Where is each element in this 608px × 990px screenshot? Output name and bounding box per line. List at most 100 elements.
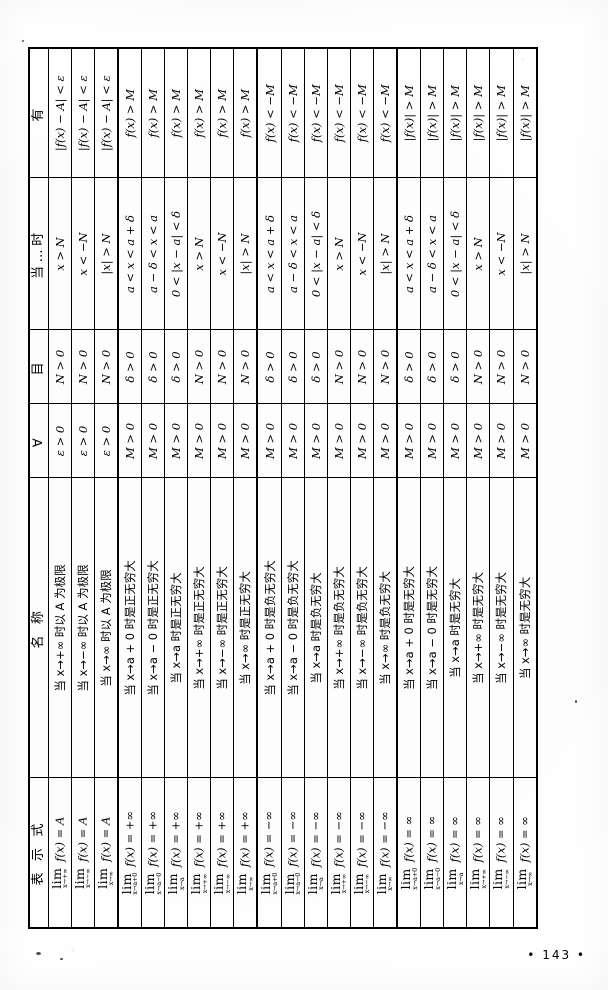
lim-body: f(x) = −∞ <box>354 811 369 868</box>
cell-when: 0 < |x − a| < δ <box>443 178 467 330</box>
cell-expression: lim x→a−0 f(x) = ∞ <box>420 778 444 928</box>
lim-body: f(x) = −∞ <box>262 810 277 867</box>
cell-expression: lim x→∞ f(x) = +∞ <box>233 778 258 928</box>
cell-forall: M > 0 <box>304 404 328 478</box>
scan-speck <box>60 958 63 960</box>
cell-exists: N > 0 <box>48 330 72 404</box>
lim-subscript: x→+∞ <box>200 873 209 894</box>
cell-when: |x| > N <box>513 178 537 330</box>
cell-forall: M > 0 <box>373 404 398 478</box>
cell-exists: N > 0 <box>327 330 351 404</box>
cell-exists: N > 0 <box>373 330 398 404</box>
cell-have: |f(x) − A| < ε <box>71 48 95 178</box>
header-have: 有 <box>29 48 49 178</box>
lim-body: f(x) = −∞ <box>285 810 300 867</box>
cell-when: x < −N <box>489 178 514 330</box>
cell-exists: δ > 0 <box>281 330 305 404</box>
lim-body: f(x) = A <box>75 816 90 862</box>
lim-body: f(x) = +∞ <box>191 811 206 868</box>
page-number: • 143 • <box>527 948 586 962</box>
cell-exists: N > 0 <box>233 330 258 404</box>
cell-when: 0 < |x − a| < δ <box>304 178 328 330</box>
limit-operator: lim x→−∞ <box>72 866 93 889</box>
header-name: 名 称 <box>29 478 49 778</box>
cell-have: |f(x)| > M <box>466 48 490 178</box>
cell-have: |f(x)| > M <box>420 48 444 178</box>
cell-exists: N > 0 <box>513 330 537 404</box>
lim-subscript: x→a+0 <box>131 872 140 895</box>
cell-name: 当 x→a − 0 时是负无穷大 <box>281 478 305 778</box>
limit-operator: lim x→∞ <box>374 871 395 894</box>
cell-forall: ε > 0 <box>94 404 118 478</box>
limit-operator: lim x→+∞ <box>328 871 349 894</box>
cell-have: f(x) > M <box>210 48 234 178</box>
lim-body: f(x) = +∞ <box>145 810 160 867</box>
limit-operator: lim x→−∞ <box>490 866 511 889</box>
cell-exists: δ > 0 <box>117 330 142 404</box>
lim-subscript: x→a−0 <box>154 872 163 895</box>
cell-when: a − δ < x < a <box>420 178 444 330</box>
cell-name: 当 x→a 时是无穷大 <box>443 478 467 778</box>
cell-have: |f(x)| > M <box>443 48 467 178</box>
cell-have: f(x) > M <box>164 48 188 178</box>
cell-exists: δ > 0 <box>443 330 467 404</box>
cell-forall: M > 0 <box>489 404 514 478</box>
cell-name: 当 x→a + 0 时是无穷大 <box>397 478 421 778</box>
cell-name: 当 x→+∞ 时是正无穷大 <box>187 478 211 778</box>
lim-subscript: x→+∞ <box>479 869 488 889</box>
cell-name: 当 x→−∞ 时以 A 为极限 <box>71 478 95 778</box>
cell-name: 当 x→∞ 时是无穷大 <box>513 478 537 778</box>
limit-operator: lim x→∞ <box>514 866 535 889</box>
limit-operator: lim x→−∞ <box>211 871 232 894</box>
cell-expression: lim x→−∞ f(x) = −∞ <box>350 778 374 928</box>
cell-when: |x| > N <box>373 178 398 330</box>
cell-have: |f(x)| > M <box>397 48 421 178</box>
cell-when: |x| > N <box>233 178 258 330</box>
cell-name: 当 x→a − 0 时是无穷大 <box>420 478 444 778</box>
cell-exists: N > 0 <box>350 330 374 404</box>
cell-exists: N > 0 <box>71 330 95 404</box>
cell-when: x < −N <box>71 178 95 330</box>
scan-speck <box>575 700 577 703</box>
lim-body: f(x) = −∞ <box>377 811 392 868</box>
cell-have: |f(x)| > M <box>513 48 537 178</box>
lim-subscript: x→−∞ <box>502 869 511 889</box>
limit-operator: lim x→a−0 <box>282 871 303 895</box>
table-header-row: 表 示 式 名 称 ∀ 目 当…时 有 <box>29 48 49 928</box>
cell-name: 当 x→a − 0 时是正无穷大 <box>141 478 165 778</box>
cell-have: f(x) > M <box>233 48 258 178</box>
cell-expression: lim x→a−0 f(x) = +∞ <box>141 778 165 928</box>
limit-operator: lim x→∞ <box>95 866 116 889</box>
cell-name: 当 x→−∞ 时是无穷大 <box>489 478 514 778</box>
limit-operator: lim x→a−0 <box>142 871 163 895</box>
cell-forall: M > 0 <box>117 404 142 478</box>
lim-body: f(x) = +∞ <box>237 811 252 868</box>
cell-expression: lim x→∞ f(x) = A <box>94 778 118 928</box>
lim-body: f(x) = ∞ <box>493 816 508 863</box>
scan-speck <box>22 40 24 42</box>
lim-subscript: x→+∞ <box>340 873 349 894</box>
cell-forall: M > 0 <box>187 404 211 478</box>
cell-name: 当 x→∞ 时是负无穷大 <box>373 478 398 778</box>
limit-operator: lim x→+∞ <box>188 871 209 894</box>
cell-when: 0 < |x − a| < δ <box>164 178 188 330</box>
lim-body: f(x) = ∞ <box>470 816 485 863</box>
cell-exists: δ > 0 <box>304 330 328 404</box>
limit-operator: lim x→a+0 <box>119 871 140 895</box>
cell-when: x > N <box>187 178 211 330</box>
cell-when: x > N <box>48 178 72 330</box>
cell-exists: N > 0 <box>94 330 118 404</box>
cell-expression: lim x→+∞ f(x) = +∞ <box>187 778 211 928</box>
lim-body: f(x) = ∞ <box>401 815 416 862</box>
cell-have: |f(x)| > M <box>489 48 514 178</box>
lim-body: f(x) = ∞ <box>447 816 462 863</box>
cell-exists: N > 0 <box>489 330 514 404</box>
